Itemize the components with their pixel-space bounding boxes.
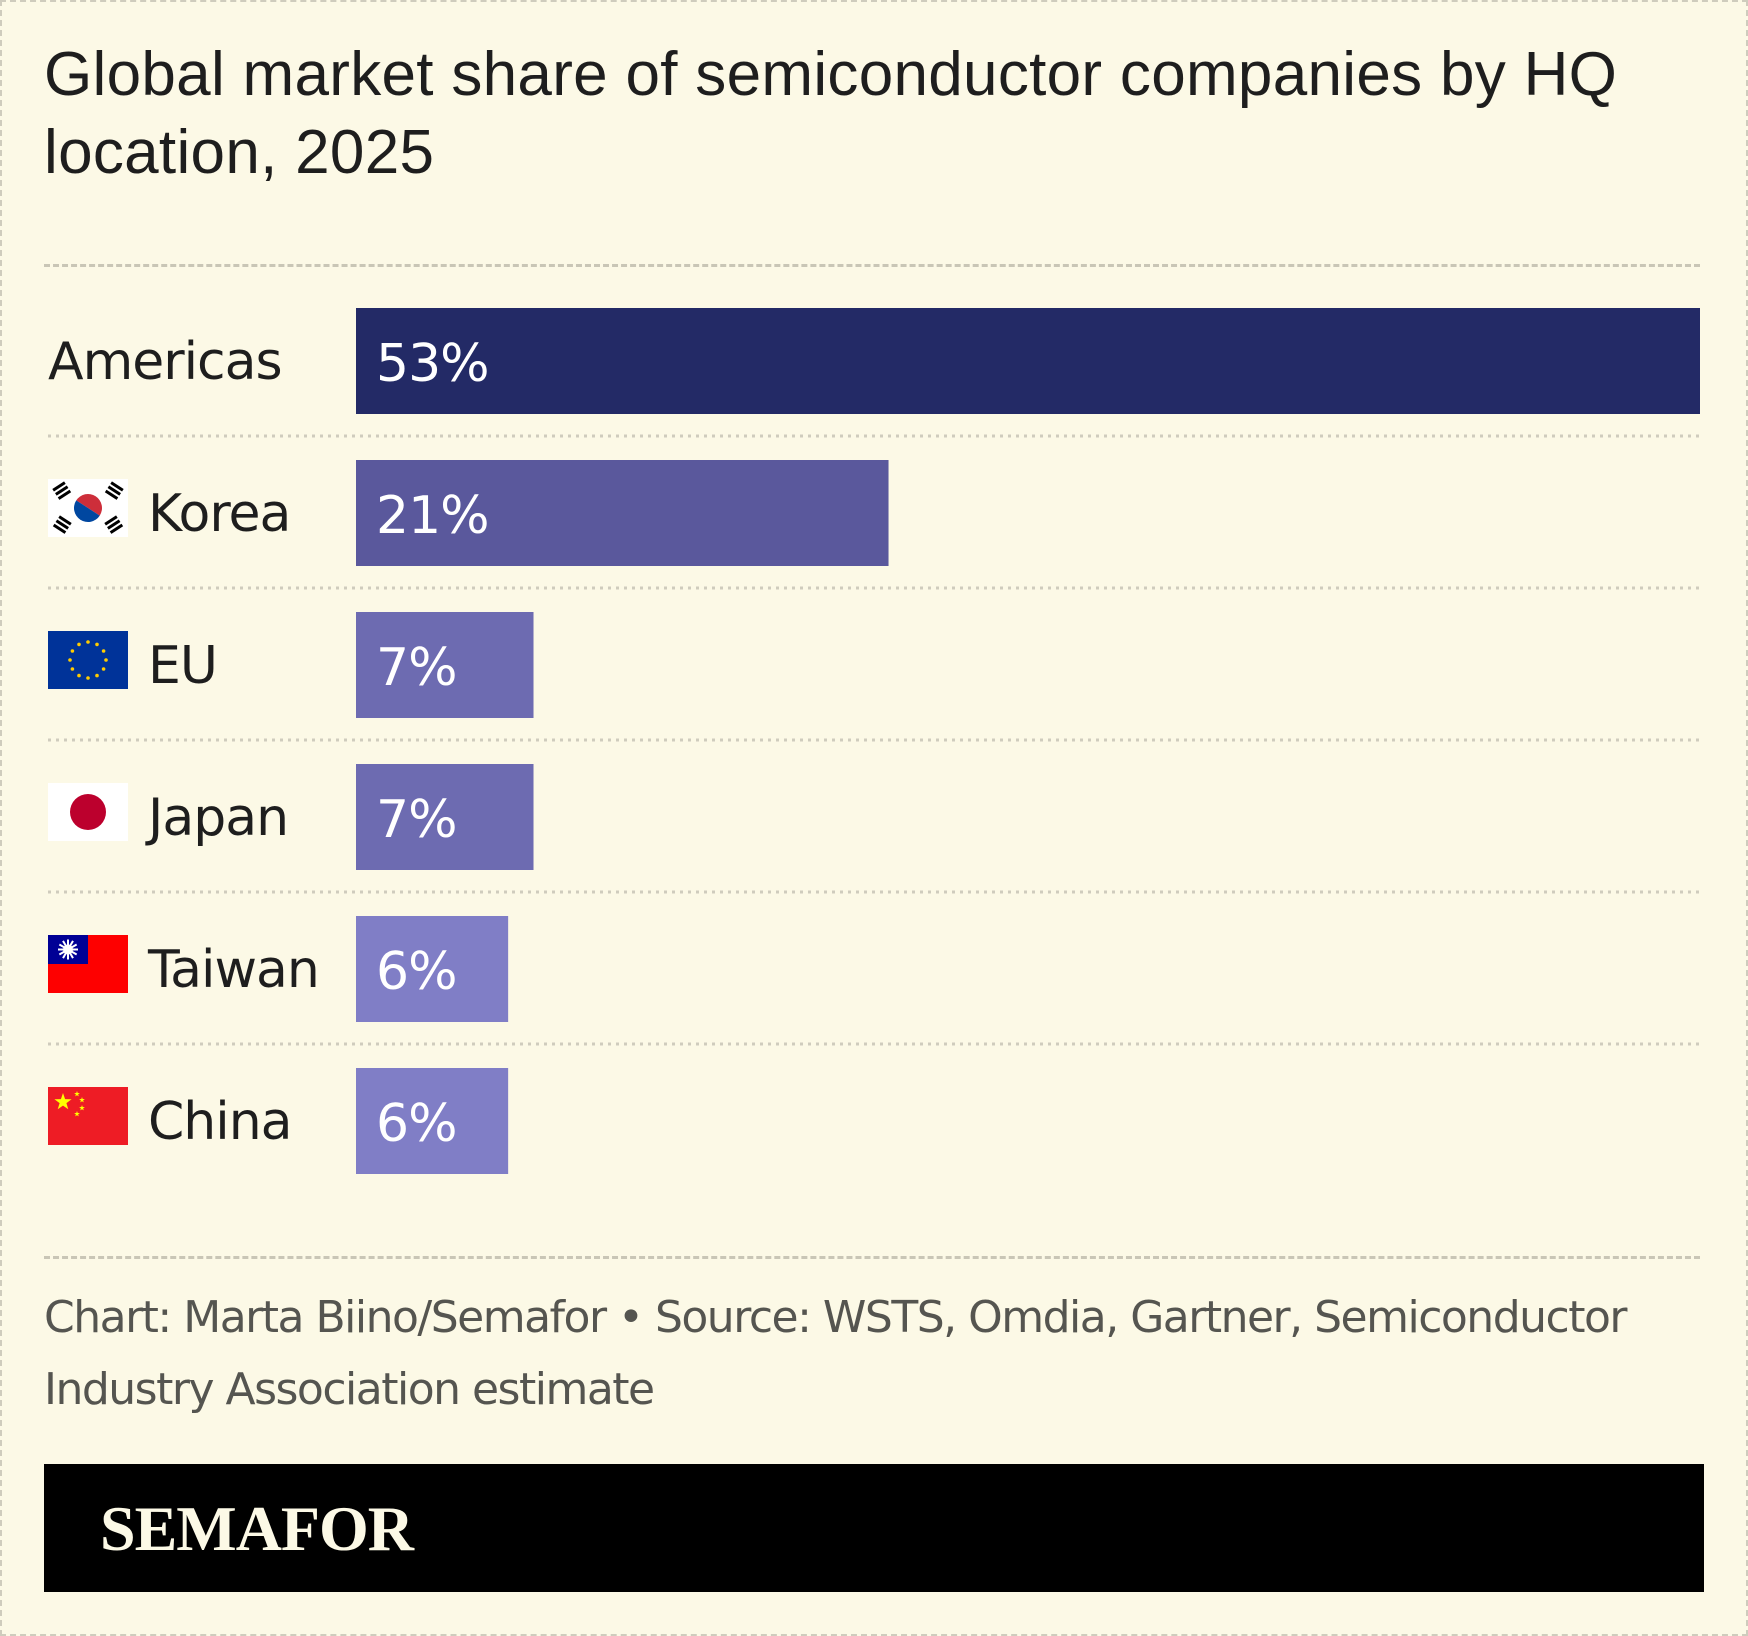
value-label: 6%: [376, 1094, 457, 1154]
source-credit: Chart: Marta Biino/Semafor • Source: WST…: [44, 1292, 1627, 1415]
bar: [356, 916, 509, 1022]
bar: [356, 612, 534, 718]
value-label: 7%: [376, 790, 457, 850]
brand-footer: SEMAFOR: [44, 1464, 1704, 1592]
china-flag-icon: [48, 1087, 128, 1145]
bar: [356, 460, 889, 566]
value-label: 53%: [376, 334, 489, 394]
category-label: Korea: [148, 484, 290, 544]
category-label: Americas: [48, 332, 282, 392]
value-label: 7%: [376, 638, 457, 698]
category-label: EU: [148, 636, 217, 696]
south-korea-flag-icon: [48, 479, 128, 537]
semafor-logo: SEMAFOR: [100, 1493, 414, 1564]
value-label: 21%: [376, 486, 489, 546]
japan-flag-icon: [48, 783, 128, 841]
bar-row-taiwan: Taiwan 6%: [48, 916, 1700, 1046]
bar: [356, 308, 1700, 414]
taiwan-flag-icon: [48, 935, 128, 993]
category-label: Japan: [145, 788, 288, 848]
chart-title: Global market share of semiconductor com…: [44, 40, 1618, 187]
bar: [356, 764, 534, 870]
bar-row-korea: Korea 21%: [48, 460, 1700, 590]
eu-flag-icon: [48, 631, 128, 689]
bar-row-china: China 6%: [48, 1068, 509, 1174]
bar-row-eu: EU 7%: [48, 612, 1700, 742]
category-label: Taiwan: [147, 940, 319, 1000]
bar: [356, 1068, 509, 1174]
category-label: China: [148, 1092, 292, 1152]
bar-row-americas: Americas 53%: [48, 308, 1700, 438]
bar-row-japan: Japan 7%: [48, 764, 1700, 894]
value-label: 6%: [376, 942, 457, 1002]
top-divider: [44, 264, 1700, 267]
bottom-divider: [44, 1256, 1700, 1259]
